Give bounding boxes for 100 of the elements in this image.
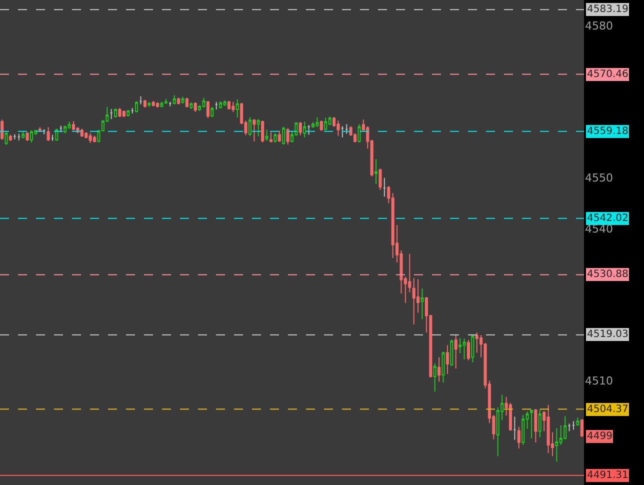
candlestick [442,351,445,384]
candlestick [513,416,516,440]
candlestick [572,420,576,430]
candlestick [130,107,134,114]
candlestick [210,106,214,118]
candlestick [172,94,176,105]
candlestick [143,99,146,108]
candlestick [64,125,67,134]
candlestick [269,132,273,143]
candlestick [30,130,34,143]
candlestick [223,100,226,106]
candlestick [185,97,188,108]
candlestick [261,120,264,143]
candlestick [126,109,130,118]
candlestick [378,168,382,191]
candlestick [433,362,436,392]
candlestick [227,100,231,110]
candlestick [152,100,155,107]
candlestick [382,177,386,198]
candlestick [110,108,113,120]
ref-line-label: 4570.46 [587,69,628,80]
candlestick [68,121,71,130]
annotation: 4499 [587,431,612,442]
candlestick [194,102,197,112]
candlestick [13,134,16,140]
ref-line-label: 4519.03 [587,329,628,340]
candlestick [135,100,138,114]
candlestick [450,339,454,366]
candlestick [252,118,256,142]
candlestick [546,404,550,454]
y-tick-label: 4550 [585,172,613,185]
candlestick [80,128,84,138]
y-tick-label: 4580 [585,20,613,33]
candlestick [256,118,260,137]
candlestick [345,124,348,134]
candlestick [219,100,222,109]
candlestick [454,334,458,369]
candlestick [42,128,46,135]
y-tick-label: 4510 [585,374,613,388]
candlestick [336,120,340,136]
candlestick [420,288,424,320]
candlestick [181,96,184,104]
candlestick [517,426,520,450]
candlestick [534,408,538,443]
candlestick [248,116,252,136]
candlestick [576,417,580,426]
candlestick [0,119,4,140]
candlestick [278,130,281,142]
candlestick [139,96,142,105]
candlestick [190,102,193,110]
candlestick [46,126,50,142]
candlestick [214,101,218,110]
candlestick [206,100,210,119]
candlestick [50,134,54,142]
candlestick [530,408,534,439]
candlestick [438,356,441,382]
candlestick [22,130,25,139]
candlestick [316,116,319,128]
candlestick [307,124,310,136]
candlestick [274,132,277,143]
candlestick [358,124,361,143]
candlestick [471,334,474,363]
candlestick [462,338,466,360]
candlestick [88,132,92,144]
candlestick [232,101,235,112]
candlestick [412,278,416,325]
ref-line-label: 4559.18 [587,126,628,137]
candlestick [26,132,29,142]
candlestick [177,97,180,105]
candlestick [38,126,42,132]
candlestick [202,97,206,108]
candlestick [265,129,268,142]
candlestick [122,110,126,118]
candlestick [59,125,62,133]
candlestick [72,120,76,131]
candlestick [374,158,378,184]
candlestick [538,408,542,438]
candlestick [320,120,323,132]
candlestick [286,128,290,145]
candlestick [118,107,122,118]
candlestick [580,418,584,438]
candlestick [164,98,168,104]
candlestick [148,101,151,108]
ref-line-label: 4530.88 [587,269,628,280]
candlestick [568,423,571,432]
ref-line-label: 4504.37 [587,404,628,415]
candlestick [324,117,328,131]
candlestick [8,134,12,142]
ref-line-label: 4491.31 [587,470,628,481]
candlestick [114,108,118,118]
candlestick [446,344,449,375]
candlestick [156,102,160,108]
candlestick [84,132,88,139]
candlestick [236,98,239,118]
ref-line-label: 4583.19 [587,4,628,15]
candlestick [282,126,286,145]
candlestick [466,340,470,361]
candlestick [168,101,172,107]
candlestick [93,135,96,143]
candlestick [303,121,306,138]
